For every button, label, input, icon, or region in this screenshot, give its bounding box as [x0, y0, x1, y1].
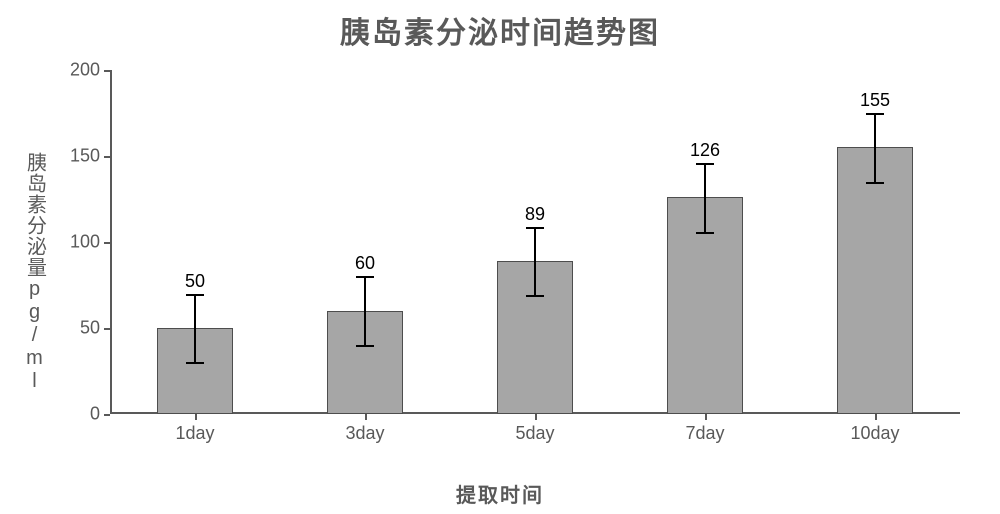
error-bar [364, 276, 366, 345]
x-tick-label: 3day [345, 423, 384, 444]
x-tick [195, 414, 197, 420]
error-cap [186, 294, 204, 296]
plot-area: 0501001502001day503day605day897day12610d… [110, 70, 960, 444]
error-cap [356, 345, 374, 347]
x-tick-label: 10day [850, 423, 899, 444]
error-cap [356, 276, 374, 278]
bar-value-label: 155 [860, 90, 890, 111]
error-cap [866, 113, 884, 115]
bar-value-label: 126 [690, 140, 720, 161]
chart-container: 胰岛素分泌时间趋势图 胰岛素分泌量pg/ml 提取时间 0 50 100 150 200… [0, 0, 1000, 514]
x-axis-label: 提取时间 [0, 479, 1000, 508]
error-cap [696, 163, 714, 165]
bar [837, 147, 914, 414]
y-tick-label: 200 [70, 60, 110, 81]
x-tick [705, 414, 707, 420]
chart-title: 胰岛素分泌时间趋势图 [0, 8, 1000, 52]
bar-value-label: 89 [525, 204, 545, 225]
x-tick-label: 5day [515, 423, 554, 444]
y-tick-label: 150 [70, 146, 110, 167]
x-tick [365, 414, 367, 420]
y-tick-label: 100 [70, 232, 110, 253]
error-cap [696, 232, 714, 234]
error-bar [704, 163, 706, 232]
error-bar [194, 294, 196, 363]
y-axis-label: 胰岛素分泌量pg/ml [21, 152, 50, 393]
error-bar [874, 113, 876, 182]
y-axis-label-container: 胰岛素分泌量pg/ml [20, 90, 50, 454]
x-tick [535, 414, 537, 420]
y-axis [110, 70, 112, 414]
x-tick-label: 1day [175, 423, 214, 444]
error-bar [534, 227, 536, 296]
error-cap [526, 227, 544, 229]
x-tick [875, 414, 877, 420]
x-tick-label: 7day [685, 423, 724, 444]
error-cap [526, 295, 544, 297]
y-tick-label: 50 [80, 318, 110, 339]
error-cap [866, 182, 884, 184]
error-cap [186, 362, 204, 364]
bar-value-label: 60 [355, 253, 375, 274]
y-tick-label: 0 [90, 404, 110, 425]
bar-value-label: 50 [185, 271, 205, 292]
